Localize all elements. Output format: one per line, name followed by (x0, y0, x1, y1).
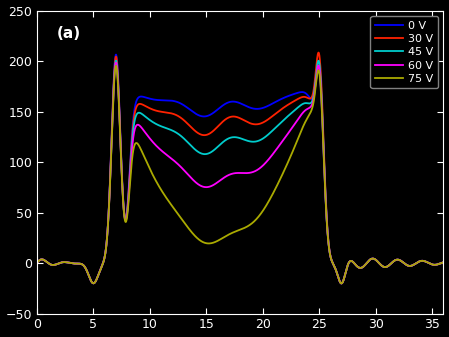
0 V (202, 114, 208, 118)
45 V (57, 261, 63, 265)
60 V (200, 185, 206, 189)
60 V (339, 281, 344, 285)
30 V (202, 133, 207, 137)
30 V (121, 205, 126, 209)
45 V (34, 261, 40, 265)
Line: 75 V: 75 V (37, 66, 444, 283)
Legend: 0 V, 30 V, 45 V, 60 V, 75 V: 0 V, 30 V, 45 V, 60 V, 75 V (370, 16, 438, 88)
75 V (312, 93, 317, 97)
60 V (113, 61, 119, 65)
0 V (200, 114, 206, 118)
75 V (200, 240, 206, 244)
45 V (186, 142, 192, 146)
75 V (34, 261, 40, 265)
45 V (200, 152, 206, 156)
0 V (186, 107, 192, 111)
Line: 45 V: 45 V (37, 61, 444, 283)
0 V (113, 53, 119, 57)
60 V (441, 260, 446, 264)
30 V (34, 261, 40, 265)
45 V (441, 260, 446, 264)
30 V (316, 51, 321, 55)
75 V (202, 241, 208, 245)
75 V (57, 261, 63, 265)
30 V (312, 82, 317, 86)
75 V (441, 260, 446, 264)
60 V (121, 210, 127, 214)
75 V (121, 210, 127, 214)
Line: 30 V: 30 V (37, 53, 444, 283)
45 V (202, 152, 208, 156)
75 V (186, 227, 192, 231)
60 V (186, 174, 192, 178)
45 V (339, 281, 344, 285)
0 V (121, 207, 127, 211)
75 V (339, 281, 344, 285)
60 V (312, 90, 317, 94)
30 V (200, 133, 206, 137)
60 V (57, 261, 63, 265)
75 V (113, 64, 119, 68)
60 V (34, 261, 40, 265)
0 V (339, 281, 344, 285)
45 V (312, 86, 317, 90)
30 V (57, 261, 63, 265)
Line: 60 V: 60 V (37, 63, 444, 283)
30 V (441, 260, 446, 264)
45 V (121, 209, 127, 213)
0 V (312, 89, 317, 93)
0 V (34, 261, 40, 265)
0 V (441, 260, 446, 264)
Text: (a): (a) (57, 26, 81, 41)
Line: 0 V: 0 V (37, 55, 444, 283)
30 V (339, 281, 344, 285)
60 V (202, 185, 208, 189)
30 V (186, 123, 192, 127)
45 V (113, 59, 119, 63)
0 V (57, 261, 63, 265)
